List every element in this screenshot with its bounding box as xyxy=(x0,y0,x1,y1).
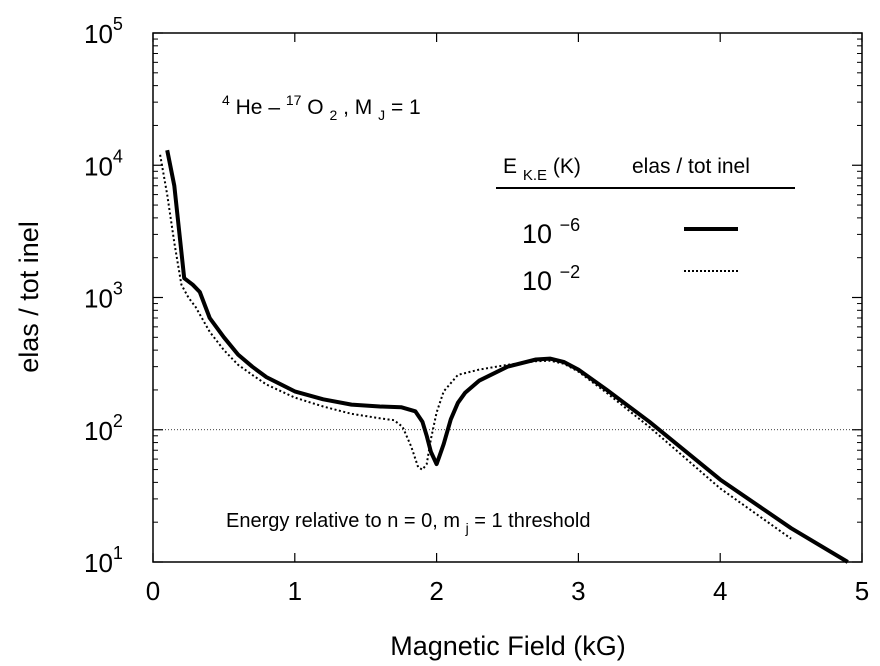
system-sub-2: 2 xyxy=(329,107,337,123)
system-sup-o: 17 xyxy=(286,92,302,108)
legend-entry-1-label: 10 −6 xyxy=(522,215,580,249)
y-tick-label: 102 xyxy=(84,411,123,446)
y-tick-label: 105 xyxy=(84,14,123,49)
legend-header-ratio: elas / tot inel xyxy=(632,155,750,178)
energy-note-post: = 1 threshold xyxy=(474,510,590,532)
y-tick-label: 101 xyxy=(84,543,123,578)
system-mj: , M xyxy=(343,96,372,119)
legend-header-e-post: (K) xyxy=(553,155,581,178)
legend-entry-1-base: 10 xyxy=(522,219,552,249)
system-eq: = 1 xyxy=(391,96,421,119)
series-line-solid xyxy=(165,149,849,564)
axis-ticks xyxy=(152,32,863,563)
legend-header-e-sub: K.E xyxy=(523,167,547,184)
legend-entry-1-exp: −6 xyxy=(560,215,581,235)
x-tick-label: 1 xyxy=(288,576,302,606)
legend-entry-2-label: 10 −2 xyxy=(522,262,580,296)
system-annotation: 4 He – 17 O 2 , M J = 1 xyxy=(222,87,421,125)
energy-note-sub: j xyxy=(465,520,469,536)
legend-entry-2-exp: −2 xyxy=(560,262,581,282)
legend: E K.E (K) elas / tot inel 10 −6 10 −2 xyxy=(496,155,795,296)
x-tick-label: 3 xyxy=(571,576,585,606)
energy-note-pre: Energy relative to n = 0, m xyxy=(226,510,460,532)
system-sup-he: 4 xyxy=(222,92,230,108)
system-he: He – xyxy=(236,96,281,119)
legend-header-e: E xyxy=(503,155,517,178)
plot-lines xyxy=(153,149,862,564)
x-tick-label: 0 xyxy=(146,576,160,606)
y-tick-label: 103 xyxy=(84,279,123,314)
legend-entry-2-base: 10 xyxy=(522,266,552,296)
energy-note: Energy relative to n = 0, m j = 1 thresh… xyxy=(226,510,590,538)
x-axis-title: Magnetic Field (kG) xyxy=(390,631,626,661)
x-tick-label: 4 xyxy=(713,576,727,606)
y-axis-title: elas / tot inel xyxy=(14,221,44,373)
legend-header-energy: E K.E (K) xyxy=(503,155,581,185)
system-o: O xyxy=(307,96,323,119)
x-tick-label: 5 xyxy=(855,576,869,606)
system-sub-j: J xyxy=(378,107,385,123)
x-tick-label: 2 xyxy=(429,576,443,606)
series-line-dotted xyxy=(159,154,792,540)
y-tick-label: 104 xyxy=(84,146,123,181)
